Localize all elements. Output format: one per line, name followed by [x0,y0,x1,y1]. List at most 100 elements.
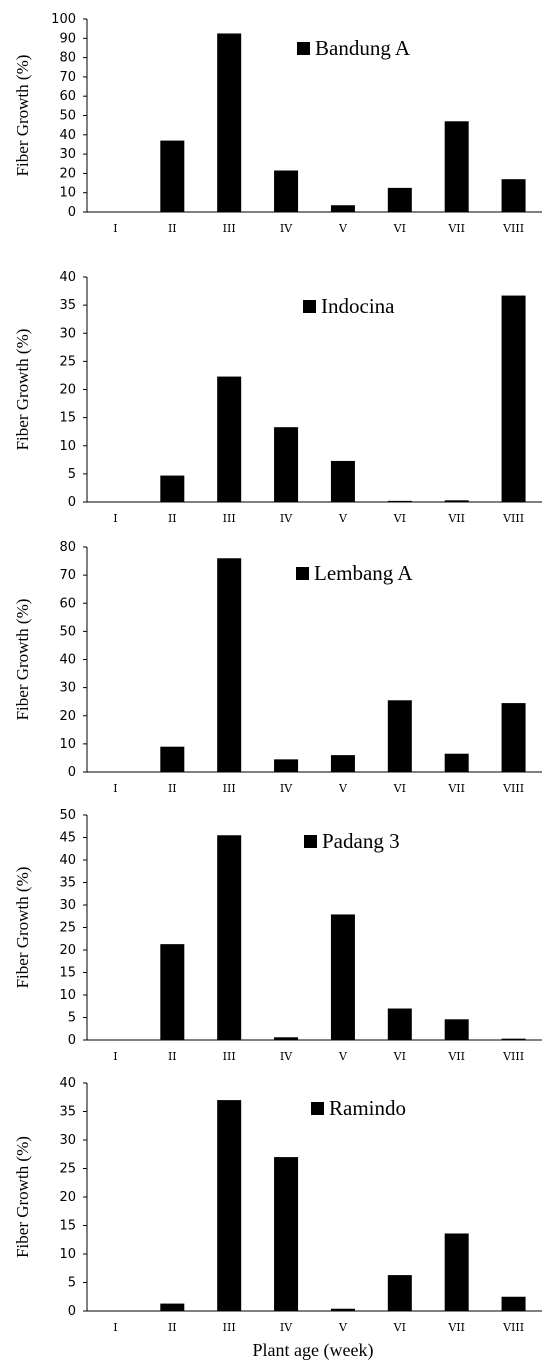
y-tick-label: 70 [59,70,76,85]
y-tick-label: 20 [59,709,76,724]
y-tick-label: 35 [59,876,76,891]
x-tick-label: IV [280,782,293,795]
legend-swatch [304,835,317,848]
bar-VII [444,753,469,772]
y-tick-label: 70 [59,568,76,583]
x-tick-label: V [338,782,348,795]
y-tick-label: 60 [59,596,76,611]
legend: Ramindo [311,1096,406,1120]
y-tick-label: 0 [68,495,76,510]
x-tick-label: VIII [502,222,524,235]
bar-III [217,376,242,502]
x-tick-label: II [168,1321,177,1334]
bar-VI [387,1275,412,1311]
x-tick-label: VI [393,512,406,525]
y-tick-label: 10 [59,737,76,752]
x-tick-label: II [168,222,177,235]
x-tick-label: III [223,1321,236,1334]
x-tick-label: V [338,512,348,525]
y-tick-label: 20 [59,1190,76,1205]
x-tick-label: V [338,1321,348,1334]
y-tick-label: 0 [68,1033,76,1048]
y-tick-label: 30 [59,326,76,341]
y-tick-label: 40 [59,270,76,285]
bar-VI [387,187,412,212]
x-tick-label: VI [393,1321,406,1334]
y-tick-label: 80 [59,51,76,66]
y-axis-label: Fiber Growth (%) [13,329,32,451]
legend-swatch [297,42,310,55]
x-tick-label: V [338,1050,348,1063]
x-tick-label: VII [447,782,465,795]
bar-V [330,755,355,772]
y-tick-label: 30 [59,681,76,696]
y-tick-label: 30 [59,898,76,913]
x-tick-label: IV [280,222,293,235]
y-axis-label: Fiber Growth (%) [13,1136,32,1258]
y-tick-label: 0 [68,1304,76,1319]
bar-II [160,140,185,212]
y-tick-label: 40 [59,1076,76,1091]
legend-label: Indocina [321,294,395,318]
legend-swatch [296,567,309,580]
bar-VI [387,1008,412,1040]
y-tick-label: 25 [59,1162,76,1177]
x-tick-label: VI [393,1050,406,1063]
bar-IV [274,1157,299,1311]
legend: Bandung A [297,36,411,60]
x-tick-label: III [223,222,236,235]
y-tick-label: 15 [59,966,76,981]
bar-VIII [501,1038,526,1040]
x-tick-label: I [113,1050,117,1063]
x-tick-label: VIII [502,512,524,525]
y-tick-label: 50 [59,109,76,124]
bar-VII [444,500,469,502]
x-tick-label: VII [447,1050,465,1063]
x-tick-label: VII [447,222,465,235]
x-tick-label: I [113,1321,117,1334]
legend-label: Padang 3 [322,829,400,853]
bar-II [160,944,185,1040]
legend-label: Ramindo [329,1096,406,1120]
x-tick-label: IV [280,1050,293,1063]
x-tick-label: I [113,222,117,235]
y-tick-label: 50 [59,808,76,823]
y-axis-label: Fiber Growth (%) [13,55,32,177]
y-tick-label: 5 [68,1011,76,1026]
y-tick-label: 10 [59,988,76,1003]
bar-II [160,746,185,772]
bar-VIII [501,1296,526,1311]
bar-IV [274,427,299,502]
bar-III [217,33,242,212]
legend: Indocina [303,294,395,318]
legend-swatch [311,1102,324,1115]
x-tick-label: II [168,782,177,795]
bar-III [217,1100,242,1311]
bar-II [160,1303,185,1311]
bar-VII [444,1233,469,1311]
x-tick-label: III [223,782,236,795]
bar-V [330,205,355,212]
x-tick-label: I [113,512,117,525]
y-tick-label: 5 [68,467,76,482]
y-tick-label: 90 [59,31,76,46]
bar-IV [274,170,299,212]
x-tick-label: IV [280,512,293,525]
x-tick-label: IV [280,1321,293,1334]
bar-III [217,558,242,772]
y-tick-label: 10 [59,439,76,454]
x-tick-label: VII [447,512,465,525]
x-tick-label: III [223,512,236,525]
y-tick-label: 10 [59,1247,76,1262]
legend-swatch [303,300,316,313]
y-tick-label: 35 [59,1105,76,1120]
bar-II [160,475,185,502]
y-tick-label: 45 [59,831,76,846]
bar-V [330,460,355,502]
y-axis-label: Fiber Growth (%) [13,867,32,989]
y-tick-label: 20 [59,166,76,181]
